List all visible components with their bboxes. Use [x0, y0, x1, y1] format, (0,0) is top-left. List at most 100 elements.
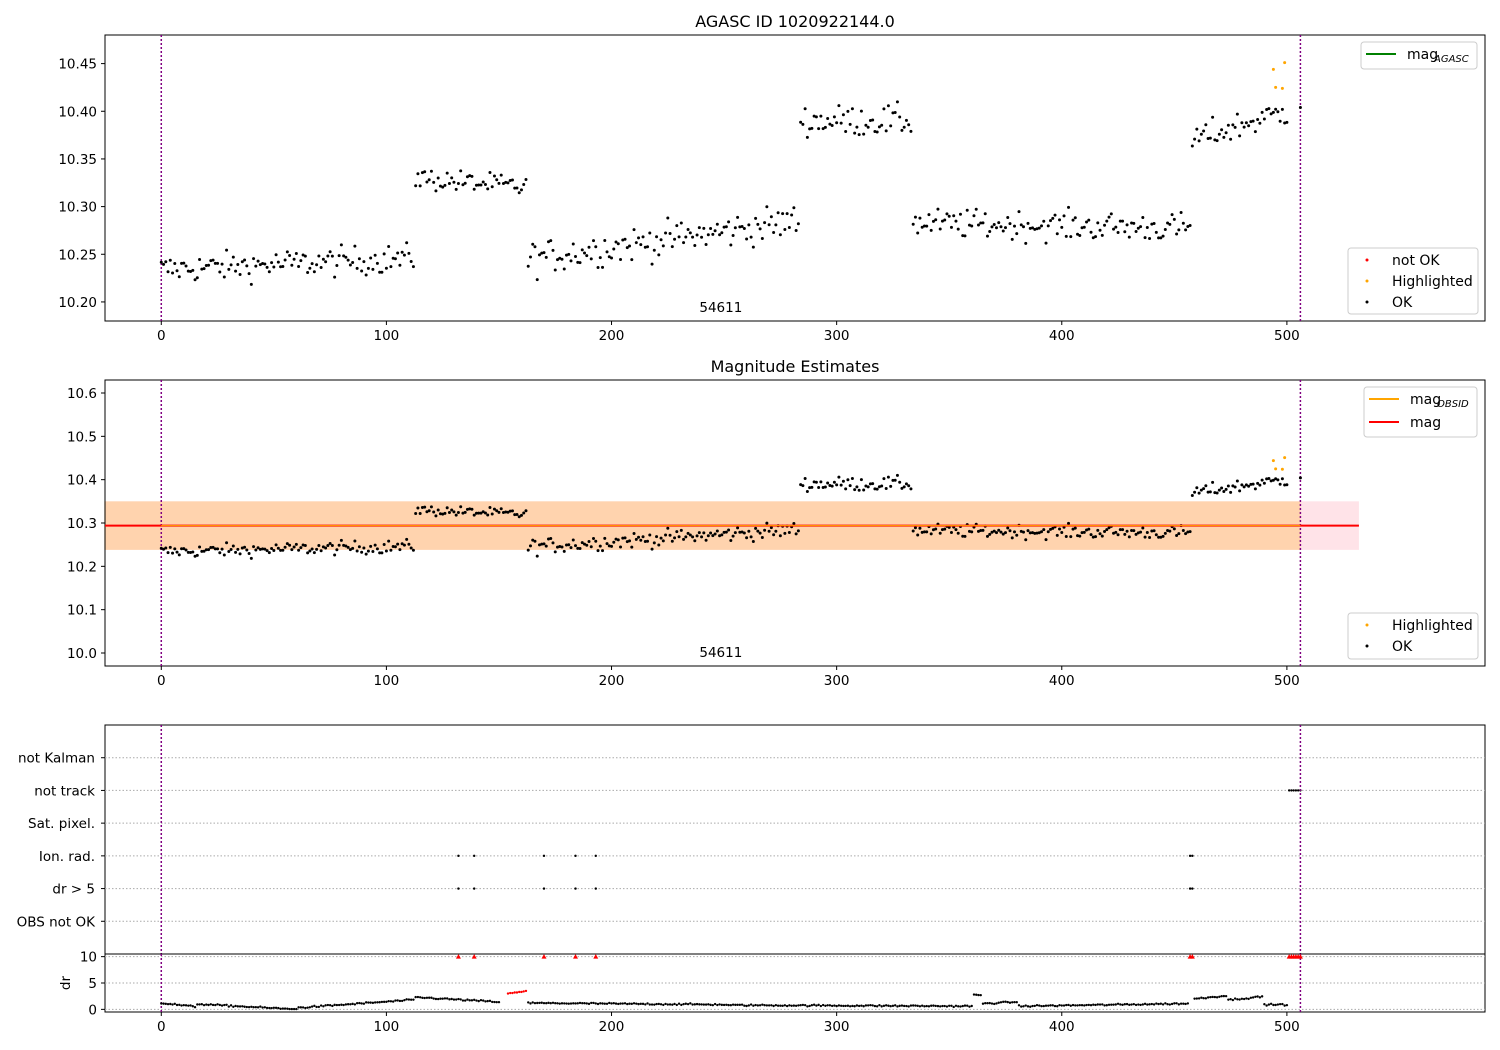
dr-point [1155, 1002, 1158, 1005]
estimates-ok-point [1172, 527, 1176, 531]
estimates-ok-point [1258, 483, 1262, 487]
dr-point [1175, 1002, 1178, 1005]
dr-point [1274, 1003, 1277, 1007]
estimates-ok-point [1157, 535, 1161, 539]
estimates-ok-point [1150, 529, 1154, 533]
dr-point [409, 998, 413, 1001]
agasc-ok-point [700, 235, 704, 239]
estimates-ok-point [549, 536, 553, 540]
agasc-ok-point [799, 120, 803, 124]
agasc-ok-point [270, 261, 274, 265]
dr-point [491, 1000, 494, 1004]
dr-point [382, 1000, 386, 1004]
dr-point [1202, 997, 1205, 1000]
dr-point [1254, 995, 1257, 998]
agasc-ok-point [1222, 135, 1226, 139]
estimates-ok-point [1211, 480, 1215, 484]
estimates-ok-point [488, 505, 492, 509]
agasc-ok-point [171, 271, 175, 275]
estimates-ok-point [652, 541, 656, 545]
estimates-ok-point [537, 543, 541, 547]
dr-point [1103, 1004, 1106, 1007]
estimates-ok-point [1040, 530, 1044, 534]
dr-point [360, 1002, 363, 1005]
dr-point [740, 1003, 744, 1006]
estimates-ok-point [713, 532, 717, 536]
agasc-ok-point [373, 253, 377, 257]
estimates-ok-point [720, 533, 724, 537]
dr-point [250, 1005, 253, 1009]
estimates-ok-point [542, 542, 546, 546]
estimates-ok-point [1217, 488, 1221, 492]
estimates-ok-point [819, 480, 823, 484]
dr-point [1105, 1004, 1108, 1007]
agasc-ok-point [1280, 107, 1284, 111]
dr-point [1044, 1004, 1048, 1007]
dr-point [1119, 1003, 1122, 1006]
dr-point [860, 1004, 863, 1007]
estimates-ok-point [1152, 529, 1156, 533]
agasc-ok-point [994, 226, 998, 230]
dr-point [1076, 1004, 1079, 1007]
dr-point [1236, 998, 1239, 1001]
dr-point [272, 1006, 276, 1009]
estimates-ok-point [517, 515, 521, 519]
agasc-ok-point [787, 225, 791, 229]
estimates-ok-point [353, 539, 357, 543]
legend-mag-agasc-label: mag [1407, 47, 1438, 63]
dr-point [1146, 1003, 1149, 1006]
agasc-ok-point [186, 269, 190, 273]
agasc-highlighted-point [1271, 67, 1275, 71]
estimates-ok-point [1094, 535, 1098, 539]
agasc-ok-point [1211, 115, 1215, 119]
agasc-ok-point [1204, 123, 1208, 127]
agasc-ok-point [1150, 222, 1154, 226]
dr-point [290, 1007, 294, 1011]
estimates-ok-point [369, 544, 373, 548]
estimates-ok-point [306, 551, 310, 555]
agasc-ok-point [544, 255, 548, 259]
estimates-ok-point [299, 546, 303, 550]
estimates-ok-point [1274, 477, 1278, 481]
agasc-ok-point [931, 219, 935, 223]
estimates-ytick-label: 10.2 [67, 559, 97, 575]
agasc-ok-point [393, 257, 397, 261]
dr-point [416, 995, 420, 999]
agasc-ok-point [1096, 221, 1100, 225]
estimates-ok-point [193, 554, 197, 558]
estimates-ok-point [1247, 484, 1251, 488]
agasc-ok-point [189, 269, 193, 273]
dr-point [563, 1002, 566, 1005]
agasc-ok-point [211, 258, 215, 262]
agasc-ok-point [306, 270, 310, 274]
agasc-ok-point [814, 115, 818, 119]
estimates-ok-point [891, 478, 895, 482]
estimates-ok-point [754, 526, 758, 530]
dr-point [1029, 1005, 1032, 1008]
estimates-ok-point [481, 510, 485, 514]
agasc-ok-point [1267, 107, 1271, 111]
dr-point [959, 1005, 962, 1008]
agasc-ok-point [184, 264, 188, 268]
agasc-ok-point [1168, 222, 1172, 226]
agasc-ok-point [1177, 228, 1181, 232]
agasc-ok-point [922, 224, 926, 228]
estimates-ok-point [490, 512, 494, 516]
estimates-ok-point [1224, 487, 1228, 491]
estimates-ok-point [1112, 531, 1116, 535]
estimates-ok-point [1082, 530, 1086, 534]
dr-point [189, 1004, 192, 1007]
estimates-ok-point [1116, 533, 1120, 537]
agasc-ok-point [992, 223, 996, 227]
agasc-ok-point [414, 184, 418, 188]
dr-point [1148, 1003, 1151, 1006]
agasc-ok-point [947, 214, 951, 218]
agasc-ok-point [1017, 210, 1021, 214]
agasc-ok-point [477, 183, 481, 187]
dr-point [893, 1004, 897, 1007]
dr-point [1008, 1001, 1012, 1004]
agasc-ok-point [1049, 219, 1053, 223]
estimates-ok-point [742, 531, 746, 535]
agasc-ok-point [285, 250, 289, 254]
